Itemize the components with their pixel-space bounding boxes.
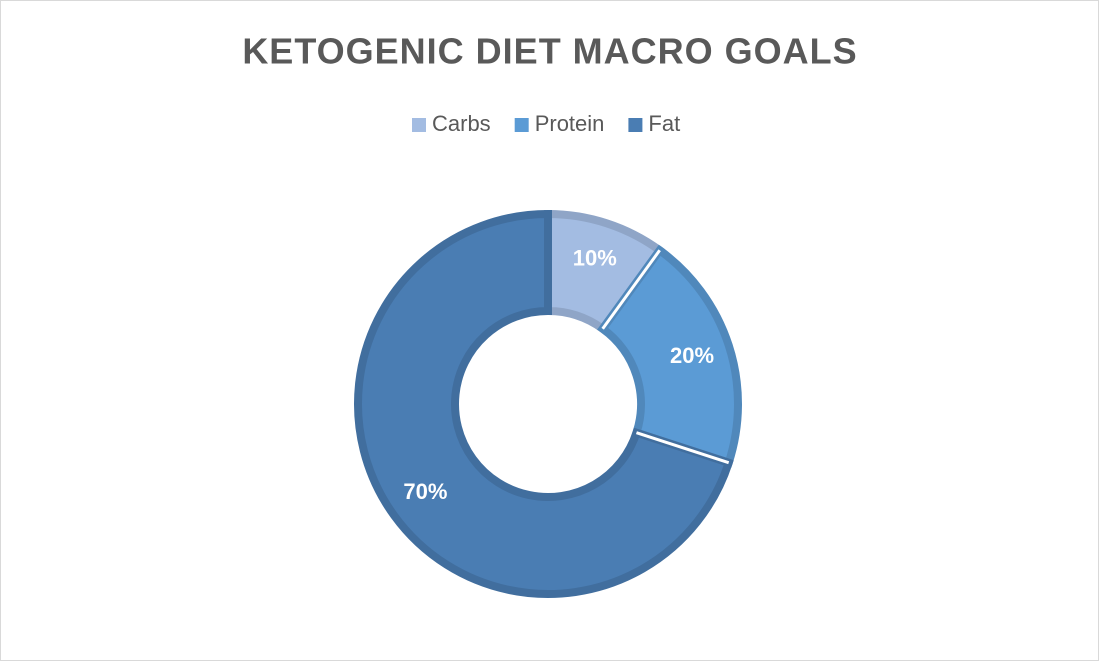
legend-label: Fat [648, 111, 680, 136]
legend-swatch [628, 118, 643, 132]
segment-separator [601, 249, 661, 330]
value-label: 20% [670, 343, 714, 368]
legend-label: Protein [535, 111, 605, 136]
legend-label: Carbs [432, 111, 491, 136]
legend-swatch [412, 118, 426, 132]
segment-separator [635, 431, 730, 465]
chart-title: KETOGENIC DIET MACRO GOALS [242, 31, 857, 72]
legend-swatch [514, 118, 529, 132]
value-label: 10% [573, 246, 617, 271]
donut-segment [597, 244, 742, 468]
value-label: 70% [403, 479, 447, 504]
donut-segment [354, 209, 734, 598]
